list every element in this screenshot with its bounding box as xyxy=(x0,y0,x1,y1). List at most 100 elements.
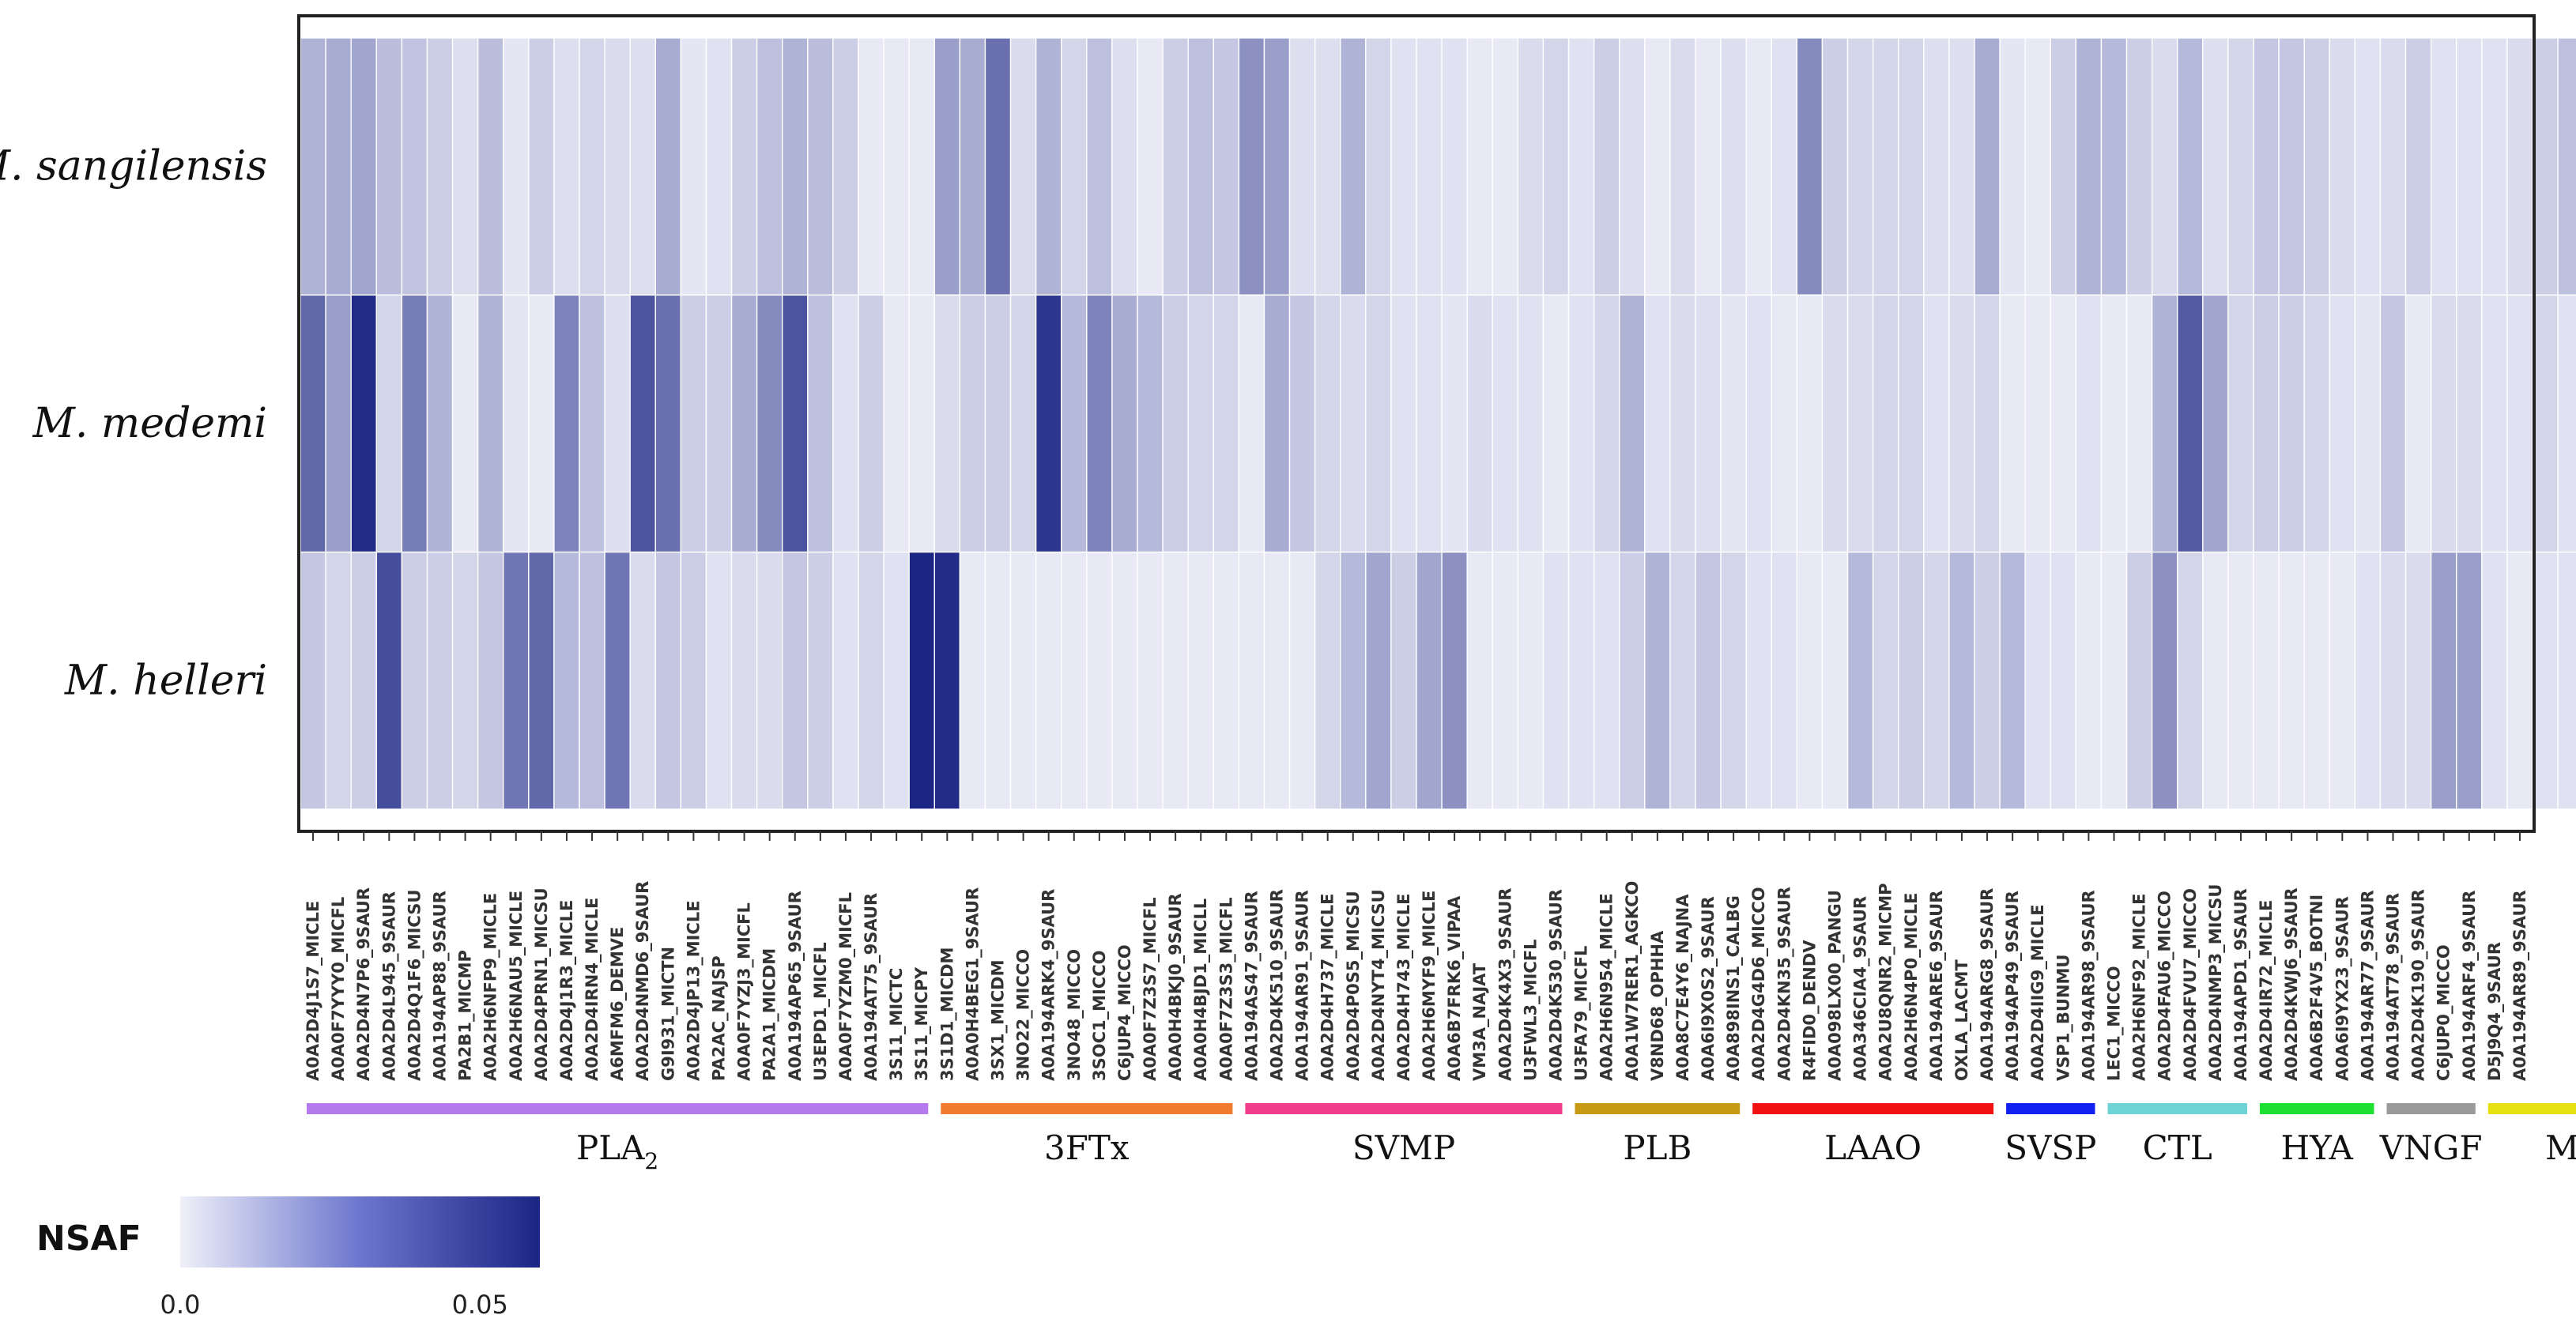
legend-tick-label: 0.05 xyxy=(452,1290,508,1320)
row-label: M. medemi xyxy=(32,400,267,447)
heatmap-cell xyxy=(2253,551,2280,810)
column-label: A0A2D4K530_9SAUR xyxy=(1547,889,1566,1081)
column-label: U3EPD1_MICFL xyxy=(811,942,830,1081)
color-legend: NSAF 0.0 0.05 xyxy=(36,1196,540,1320)
heatmap-cell xyxy=(1948,294,1975,553)
heatmap-cell xyxy=(2404,37,2432,296)
heatmap-cell xyxy=(2379,551,2407,810)
heatmap-cell xyxy=(2100,37,2128,296)
heatmap-cell xyxy=(375,551,403,810)
heatmap-cell xyxy=(1720,551,1747,810)
heatmap-cell xyxy=(1999,294,2026,553)
heatmap-cell xyxy=(451,551,479,810)
heatmap-cell xyxy=(350,37,377,296)
heatmap-cell xyxy=(1162,294,1189,553)
heatmap-cell xyxy=(1872,294,1899,553)
heatmap-cell xyxy=(1162,551,1189,810)
heatmap-cell xyxy=(883,37,910,296)
family-annotations: PLA2 3FTx SVMP PLB LAAO SVSP CTL HYA VNGF MIN xyxy=(307,1103,2576,1174)
column-label: A0A2D4Q1F6_MICSU xyxy=(405,890,424,1081)
heatmap-cell xyxy=(654,294,682,553)
column-label: A0A2H6NFP9_MICLE xyxy=(481,893,500,1081)
legend-ticks: 0.0 0.05 xyxy=(160,1290,508,1320)
heatmap-cell xyxy=(2202,551,2229,810)
heatmap-cell xyxy=(1771,37,1798,296)
column-labels: A0A2D4J1S7_MICLE A0A0F7YYY0_MICFL A0A2D4N7… xyxy=(304,881,2529,1081)
column-label: A0A2D4NMP3_MICSU xyxy=(2206,884,2225,1081)
column-label: A0A2D4N7P6_9SAUR xyxy=(354,887,373,1081)
heatmap-cell xyxy=(2430,37,2457,296)
heatmap-cell xyxy=(375,37,403,296)
heatmap-cell xyxy=(1567,551,1595,810)
column-label: C6JUP4_MICCO xyxy=(1115,944,1134,1081)
column-label: VSP1_BUNMU xyxy=(2054,955,2072,1081)
column-label: A0A2D4IR72_MICLE xyxy=(2257,900,2276,1081)
column-label: A0A0F7YZJ3_MICFL xyxy=(735,902,754,1081)
heatmap-cell xyxy=(1619,551,1646,810)
heatmap-cell xyxy=(2481,551,2508,810)
heatmap-cell xyxy=(1111,294,1138,553)
heatmap-cell xyxy=(2253,37,2280,296)
column-label: A0A194AP65_9SAUR xyxy=(786,891,805,1081)
column-label: A0A2D4J1S7_MICLE xyxy=(304,901,322,1081)
heatmap-cell xyxy=(1593,294,1620,553)
heatmap-cell xyxy=(1238,294,1265,553)
heatmap-cell xyxy=(503,37,530,296)
column-label: A0A194ARF4_9SAUR xyxy=(2460,891,2479,1081)
heatmap-cell xyxy=(2227,37,2254,296)
legend-title: NSAF xyxy=(36,1219,141,1259)
column-label: A0A2D4IRN4_MICLE xyxy=(583,898,602,1081)
column-label: A0A2U8QNR2_MICMP xyxy=(1876,883,1895,1081)
column-label: A0A0F7YZM0_MICFL xyxy=(836,892,855,1081)
heatmap-cell xyxy=(528,551,555,810)
column-label: A0A8C7E4Y6_NAJNA xyxy=(1673,894,1692,1081)
column-label: A0A194AR77_9SAUR xyxy=(2358,890,2377,1081)
heatmap-cell xyxy=(959,294,986,553)
heatmap-cell xyxy=(1542,294,1570,553)
heatmap-cell xyxy=(705,37,733,296)
heatmap-cell xyxy=(1238,37,1265,296)
heatmap-cell xyxy=(2125,294,2153,553)
heatmap-cell xyxy=(2227,294,2254,553)
heatmap-cell xyxy=(1999,37,2026,296)
heatmap-cell xyxy=(426,551,454,810)
column-label: A0A194ARE6_9SAUR xyxy=(1927,891,1946,1081)
heatmap-cell xyxy=(2125,37,2153,296)
heatmap-cell xyxy=(1669,37,1696,296)
heatmap-cell xyxy=(1542,37,1570,296)
column-label: A0A194AP49_9SAUR xyxy=(2003,891,2022,1081)
heatmap-cell xyxy=(2532,551,2559,810)
heatmap-cell xyxy=(2202,294,2229,553)
heatmap-cell xyxy=(1567,37,1595,296)
column-label: A0A2D4JP13_MICLE xyxy=(684,900,703,1081)
heatmap-cell xyxy=(1898,37,1925,296)
column-label: A0A0H4BKJ0_9SAUR xyxy=(1166,893,1185,1081)
heatmap-cell xyxy=(1441,37,1468,296)
heatmap-cell xyxy=(2379,37,2407,296)
heatmap-cell xyxy=(300,294,326,553)
family-label: HYA xyxy=(2280,1128,2353,1167)
heatmap-cell xyxy=(1974,551,2001,810)
heatmap-cell xyxy=(1390,294,1417,553)
heatmap-cell xyxy=(1517,294,1544,553)
heatmap-cell xyxy=(2050,294,2077,553)
heatmap-cell xyxy=(1720,294,1747,553)
heatmap-cell xyxy=(2024,294,2051,553)
heatmap-cell xyxy=(1846,37,1874,296)
column-label: A0A194AT78_9SAUR xyxy=(2384,893,2403,1081)
heatmap-cell xyxy=(883,294,910,553)
heatmap-cell xyxy=(1492,551,1519,810)
heatmap-cell xyxy=(451,37,479,296)
column-label: A0A2H6MYF9_MICLE xyxy=(1420,891,1439,1081)
column-label: A6MFM6_DEMVE xyxy=(608,927,627,1081)
heatmap-cell xyxy=(933,294,961,553)
heatmap-cell xyxy=(1238,551,1265,810)
heatmap-cell xyxy=(1137,294,1164,553)
heatmap-cell xyxy=(1288,294,1316,553)
column-label: A0A2D4KWJ6_9SAUR xyxy=(2282,887,2301,1081)
heatmap-cell xyxy=(477,294,504,553)
column-label: A0A0F7Z3S7_MICFL xyxy=(1141,897,1160,1081)
heatmap-cell xyxy=(2303,37,2330,296)
plot-frame xyxy=(297,14,2536,833)
heatmap-cell xyxy=(2430,551,2457,810)
